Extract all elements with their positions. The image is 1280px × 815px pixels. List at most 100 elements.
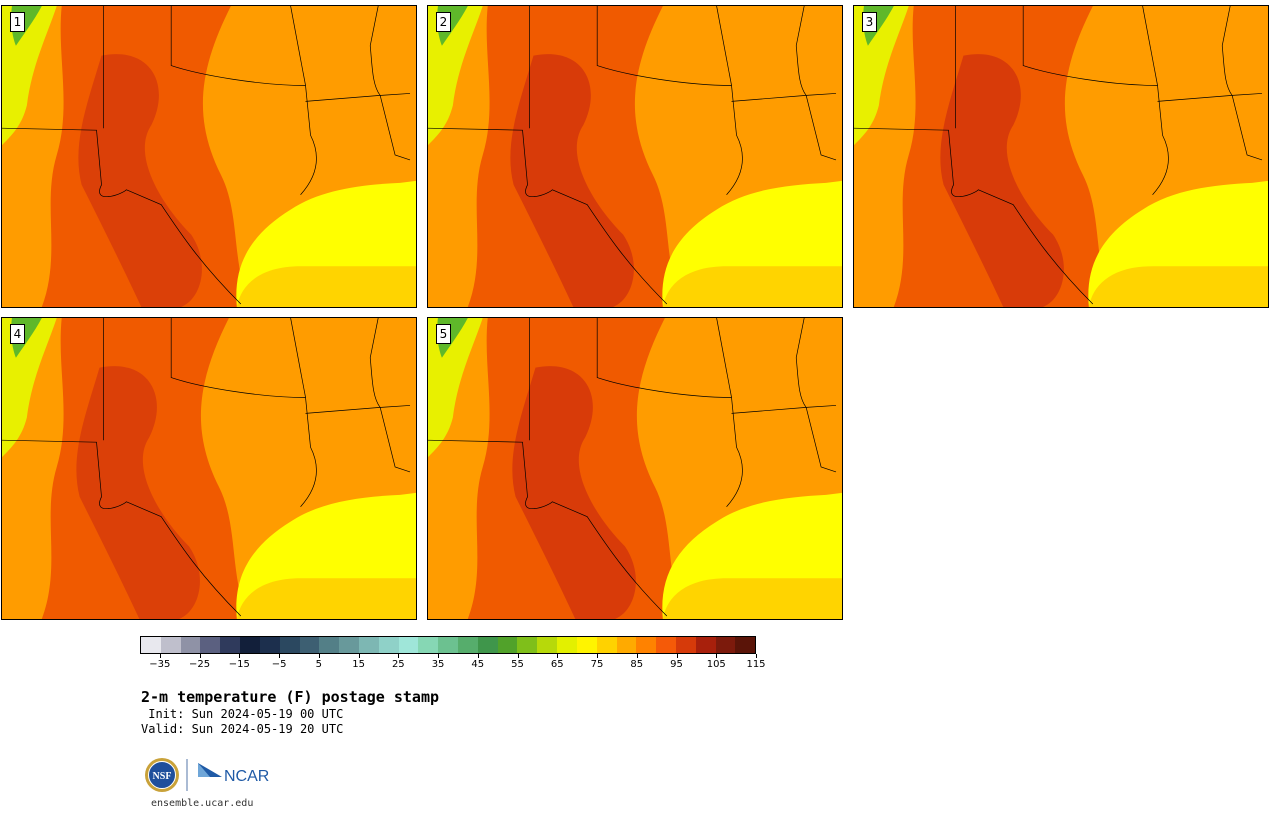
- colorbar-tick: [597, 654, 599, 658]
- colorbar-segment: [220, 637, 241, 653]
- state-border: [795, 318, 837, 473]
- colorbar-segment: [497, 637, 518, 653]
- panel-number-label: 4: [10, 324, 25, 344]
- colorbar-tick: [676, 654, 678, 658]
- colorbar-tick-label: 75: [590, 659, 604, 670]
- colorbar-tick: [636, 654, 638, 658]
- ncar-logo-text: NCAR: [224, 768, 269, 785]
- colorbar-segment: [378, 637, 399, 653]
- nsf-ncar-logo: NSF NCAR: [145, 758, 269, 792]
- colorbar-segment: [695, 637, 716, 653]
- colorbar-tick-label: 105: [706, 659, 726, 670]
- colorbar-tick-label: 95: [670, 659, 683, 670]
- hottest-region: [510, 54, 634, 307]
- state-border: [369, 318, 411, 473]
- colorbar-tick: [557, 654, 559, 658]
- website-url: ensemble.ucar.edu: [151, 798, 254, 809]
- nsf-logo-text: NSF: [153, 771, 172, 782]
- state-border: [716, 318, 732, 398]
- colorbar-segment: [259, 637, 280, 653]
- gulf-deep-water: [236, 578, 416, 619]
- colorbar-tick: [159, 654, 161, 658]
- map-panel-5: 5: [427, 317, 843, 620]
- state-border: [369, 6, 411, 161]
- hottest-region: [76, 366, 200, 619]
- hottest-region: [78, 54, 202, 307]
- temperature-map: [2, 318, 416, 619]
- map-panel-1: 1: [1, 5, 417, 308]
- gulf-deep-water: [662, 266, 842, 307]
- colorbar-tick: [239, 654, 241, 658]
- colorbar-tick-label: −5: [271, 659, 287, 670]
- colorbar-tick: [716, 654, 718, 658]
- colorbar-tick-label: −25: [189, 659, 211, 670]
- chart-title: 2-m temperature (F) postage stamp: [141, 688, 440, 706]
- state-border: [716, 6, 732, 86]
- colorbar-segment: [279, 637, 300, 653]
- colorbar-segment: [418, 637, 439, 653]
- colorbar-tick: [318, 654, 320, 658]
- init-time: Init: Sun 2024-05-19 00 UTC: [141, 707, 344, 721]
- colorbar-tick-label: −35: [149, 659, 171, 670]
- colorbar: [140, 636, 756, 654]
- colorbar-tick: [756, 654, 757, 658]
- colorbar-segment: [735, 637, 756, 653]
- colorbar-segment: [319, 637, 340, 653]
- map-panel-3: 3: [853, 5, 1269, 308]
- state-border: [290, 6, 306, 86]
- colorbar-segment: [715, 637, 736, 653]
- colorbar-tick-label: 115: [746, 659, 766, 670]
- colorbar-segment: [180, 637, 201, 653]
- colorbar-tick: [438, 654, 440, 658]
- state-border: [596, 6, 743, 195]
- colorbar-tick: [517, 654, 519, 658]
- colorbar-segment: [240, 637, 260, 653]
- colorbar-segment: [477, 637, 498, 653]
- colorbar-segment: [636, 637, 657, 653]
- colorbar-segment: [557, 637, 577, 653]
- colorbar-segment: [358, 637, 379, 653]
- state-border: [596, 318, 743, 507]
- map-panel-4: 4: [1, 317, 417, 620]
- temperature-map: [854, 6, 1268, 307]
- colorbar-segment: [160, 637, 181, 653]
- colorbar-tick-label: 35: [431, 659, 445, 670]
- colorbar-tick: [199, 654, 201, 658]
- state-border: [1022, 6, 1169, 195]
- colorbar-tick-label: −15: [228, 659, 250, 670]
- colorbar-tick-label: 45: [471, 659, 485, 670]
- hottest-region: [512, 366, 636, 619]
- colorbar-tick: [358, 654, 360, 658]
- colorbar-segment: [458, 637, 478, 653]
- colorbar-ticks: −35 −25 −15 −5 5 15 25 35 45 55 65 75 85 95 105 115: [140, 654, 766, 674]
- panel-number-label: 1: [10, 12, 25, 32]
- colorbar-tick-label: 85: [630, 659, 644, 670]
- colorbar-tick-label: 5: [315, 659, 323, 670]
- colorbar-segment: [141, 637, 161, 653]
- colorbar-segment: [299, 637, 320, 653]
- state-border: [170, 6, 317, 195]
- state-border: [170, 318, 317, 507]
- map-panel-2: 2: [427, 5, 843, 308]
- colorbar-tick: [477, 654, 479, 658]
- temperature-map: [428, 6, 842, 307]
- colorbar-segment: [200, 637, 221, 653]
- ncar-logo-icon: NCAR: [198, 763, 269, 785]
- colorbar-segment: [656, 637, 676, 653]
- colorbar-segment: [576, 637, 597, 653]
- colorbar-tick-label: 65: [550, 659, 564, 670]
- colorbar-segment: [517, 637, 538, 653]
- colorbar-segment: [438, 637, 458, 653]
- temperature-map: [428, 318, 842, 619]
- nsf-logo-icon: NSF: [145, 758, 179, 792]
- gulf-deep-water: [662, 578, 842, 619]
- colorbar-segment: [675, 637, 696, 653]
- valid-time: Valid: Sun 2024-05-19 20 UTC: [141, 722, 344, 736]
- gulf-deep-water: [236, 266, 416, 307]
- panel-number-label: 5: [436, 324, 451, 344]
- state-border: [795, 6, 837, 161]
- hottest-region: [940, 54, 1064, 307]
- colorbar-segment: [398, 637, 419, 653]
- state-border: [1221, 6, 1263, 161]
- colorbar-segment: [616, 637, 637, 653]
